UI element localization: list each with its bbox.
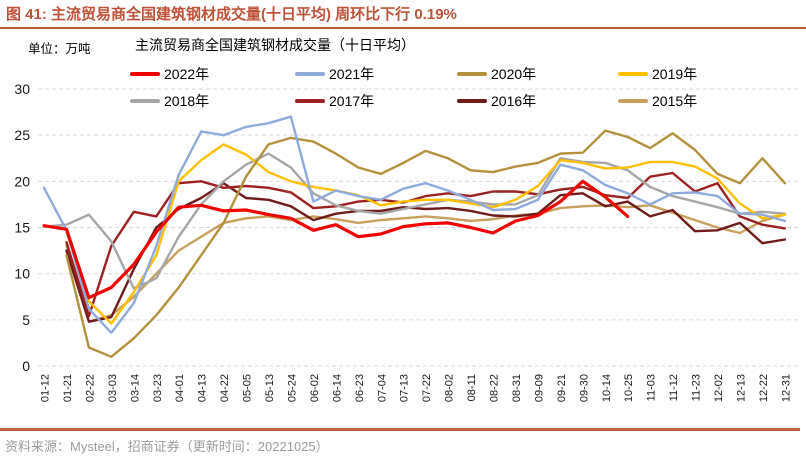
y-tick-label: 10: [14, 266, 30, 282]
series-line-2015: [65, 204, 787, 323]
series-line-2019: [65, 143, 787, 325]
series-line-2022: [42, 179, 630, 300]
x-tick-label: 11-03: [646, 374, 658, 401]
x-tick-label: 02-22: [84, 374, 96, 402]
source-note: 资料来源：Mysteel，招商证券（更新时间：20221025）: [5, 439, 329, 454]
y-tick-label: 15: [14, 220, 30, 236]
figure-title: 图 41: 主流贸易商全国建筑钢材成交量(十日平均) 周环比下行 0.19%: [6, 6, 457, 23]
y-tick-label: 20: [14, 173, 30, 189]
x-tick-label: 10-25: [623, 374, 635, 402]
x-tick-label: 07-22: [421, 374, 433, 402]
chart-title: 主流贸易商全国建筑钢材成交量（十日平均）: [135, 37, 415, 53]
y-tick-label: 5: [22, 312, 30, 328]
x-tick-label: 12-02: [713, 374, 725, 402]
y-tick-label: 0: [22, 358, 30, 374]
footer-rule: [0, 428, 800, 431]
x-tick-label: 06-14: [331, 374, 343, 402]
x-tick-label: 12-13: [735, 374, 747, 402]
x-tick-label: 05-24: [286, 374, 298, 402]
unit-label: 单位：万吨: [28, 42, 91, 56]
series-line-2018: [42, 152, 787, 290]
x-tick-label: 08-11: [466, 374, 478, 401]
x-tick-label: 07-04: [376, 374, 388, 402]
x-tick-label: 06-02: [309, 374, 321, 402]
x-tick-label: 12-22: [758, 374, 770, 402]
x-tick-label: 08-22: [489, 374, 501, 402]
x-tick-label: 01-21: [62, 374, 74, 402]
y-tick-label: 25: [14, 127, 30, 143]
x-tick-label: 04-01: [174, 374, 186, 402]
x-tick-label: 01-12: [40, 374, 52, 402]
x-tick-label: 03-23: [152, 374, 164, 402]
x-tick-label: 08-31: [511, 374, 523, 402]
x-tick-label: 04-13: [197, 374, 209, 402]
x-tick-label: 03-14: [129, 374, 141, 402]
series-line-2021: [42, 115, 787, 334]
x-tick-label: 11-12: [668, 374, 680, 401]
x-tick-label: 12-31: [780, 374, 792, 402]
x-tick-label: 09-09: [533, 374, 545, 402]
y-tick-label: 30: [14, 81, 30, 97]
x-tick-label: 07-13: [399, 374, 411, 402]
x-tick-label: 08-02: [444, 374, 456, 402]
x-tick-label: 09-21: [556, 374, 568, 402]
title-underline: [0, 27, 806, 29]
x-tick-label: 09-30: [578, 374, 590, 402]
x-tick-label: 05-05: [242, 374, 254, 402]
x-tick-label: 05-13: [264, 374, 276, 402]
x-tick-label: 11-23: [691, 374, 703, 401]
x-tick-label: 10-14: [601, 374, 613, 402]
x-tick-label: 04-22: [219, 374, 231, 402]
series-line-2017: [65, 171, 787, 318]
x-tick-label: 03-03: [107, 374, 119, 402]
series-line-2020: [65, 129, 787, 358]
x-tick-label: 06-23: [354, 374, 366, 402]
